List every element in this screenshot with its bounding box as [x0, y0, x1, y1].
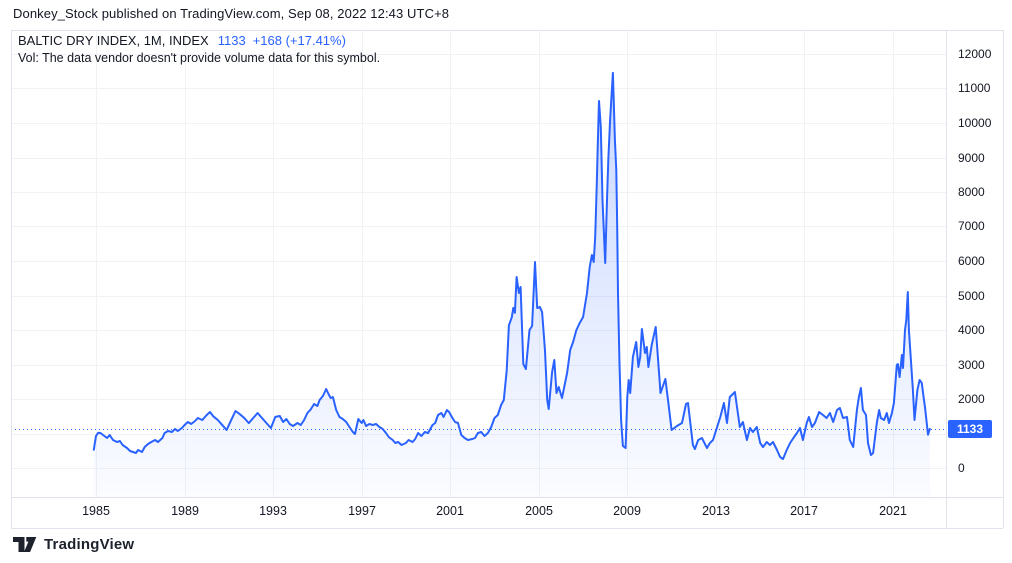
- price-scale-label: 12000: [958, 47, 992, 61]
- tradingview-logo-icon: [13, 536, 37, 552]
- price-scale-label: 2000: [958, 392, 985, 406]
- price-line: [92, 71, 931, 460]
- price-scale-label: 10000: [958, 116, 992, 130]
- price-scale-label: 0: [958, 461, 965, 475]
- attribution-text: Donkey_Stock published on TradingView.co…: [13, 6, 450, 21]
- time-scale-label: 1985: [82, 504, 110, 518]
- time-scale-label: 2005: [525, 504, 553, 518]
- price-scale-label: 11000: [958, 81, 991, 95]
- price-scale-label: 9000: [958, 151, 985, 165]
- brand-name: TradingView: [44, 536, 135, 553]
- price-scale-label: 7000: [958, 219, 985, 233]
- time-scale-label: 1997: [348, 504, 376, 518]
- price-scale-label: 3000: [958, 358, 985, 372]
- footer-brand[interactable]: TradingView: [13, 536, 134, 553]
- time-scale-label: 2021: [879, 504, 907, 518]
- price-scale-label: 6000: [958, 254, 985, 268]
- time-scale-label: 2017: [790, 504, 818, 518]
- price-axis[interactable]: 0 2000 3000 4000 5000 6000 7000 8000 9000 10000 11…: [946, 30, 1003, 497]
- time-scale-label: 2013: [702, 504, 730, 518]
- time-scale-label: 1989: [171, 504, 199, 518]
- price-scale-label: 8000: [958, 185, 985, 199]
- time-axis[interactable]: 1985 1989 1993 1997 2001 2005 2009 2013 2017 2021: [11, 497, 1003, 528]
- price-scale-label: 5000: [958, 289, 985, 303]
- area-fill: [93, 72, 930, 498]
- pane-borders: [11, 30, 1004, 529]
- time-scale-label: 2001: [436, 504, 464, 518]
- time-scale-label: 1993: [259, 504, 287, 518]
- current-price-label: 1133: [948, 420, 992, 438]
- price-scale-label: 4000: [958, 323, 985, 337]
- time-scale-label: 2009: [613, 504, 641, 518]
